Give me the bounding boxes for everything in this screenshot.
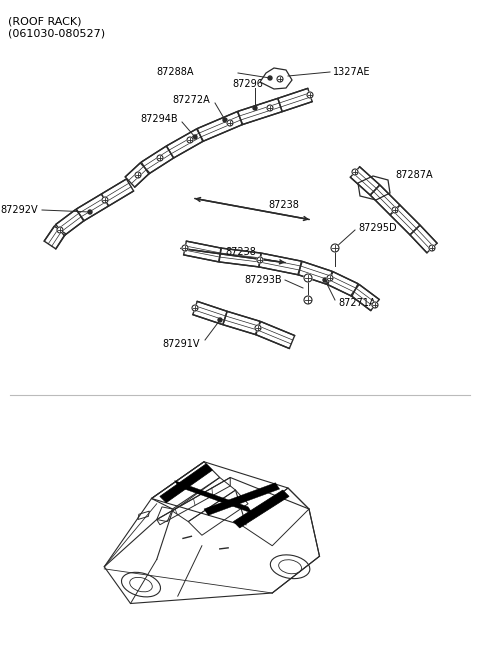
Text: 87296: 87296 xyxy=(233,79,264,89)
Text: (ROOF RACK): (ROOF RACK) xyxy=(8,16,82,26)
Circle shape xyxy=(102,197,108,203)
Text: 87287A: 87287A xyxy=(395,170,432,180)
Circle shape xyxy=(267,105,273,111)
Text: 87293B: 87293B xyxy=(244,275,282,285)
Circle shape xyxy=(268,76,272,80)
Circle shape xyxy=(257,257,263,263)
Circle shape xyxy=(218,318,222,322)
Circle shape xyxy=(255,325,261,331)
Circle shape xyxy=(304,296,312,304)
Text: 87271A: 87271A xyxy=(338,298,376,308)
Circle shape xyxy=(157,155,163,161)
Polygon shape xyxy=(233,490,289,528)
Circle shape xyxy=(352,169,358,175)
Circle shape xyxy=(253,106,257,110)
Circle shape xyxy=(57,227,63,233)
Circle shape xyxy=(187,137,193,143)
Text: 87294B: 87294B xyxy=(140,114,178,124)
Circle shape xyxy=(392,207,398,213)
Polygon shape xyxy=(160,464,212,502)
Text: 87295D: 87295D xyxy=(358,223,396,233)
Text: 87288A: 87288A xyxy=(156,67,194,77)
Circle shape xyxy=(277,76,283,82)
Text: 87238: 87238 xyxy=(225,247,256,257)
Circle shape xyxy=(223,118,227,122)
Circle shape xyxy=(323,278,327,282)
Circle shape xyxy=(88,210,92,214)
Circle shape xyxy=(135,172,141,178)
Circle shape xyxy=(307,92,313,98)
Polygon shape xyxy=(204,483,279,516)
Circle shape xyxy=(372,302,378,308)
Circle shape xyxy=(192,305,198,311)
Circle shape xyxy=(227,120,233,126)
Circle shape xyxy=(304,274,312,282)
Text: 87292V: 87292V xyxy=(0,205,38,215)
Text: 87291V: 87291V xyxy=(163,339,200,349)
Text: 87272A: 87272A xyxy=(172,95,210,105)
Text: 1327AE: 1327AE xyxy=(333,67,371,77)
Circle shape xyxy=(193,135,197,139)
Polygon shape xyxy=(175,481,252,513)
Circle shape xyxy=(331,244,339,252)
Circle shape xyxy=(182,245,188,251)
Circle shape xyxy=(429,245,435,251)
Text: (061030-080527): (061030-080527) xyxy=(8,29,105,39)
Circle shape xyxy=(327,275,333,281)
Text: 87238: 87238 xyxy=(268,200,299,210)
